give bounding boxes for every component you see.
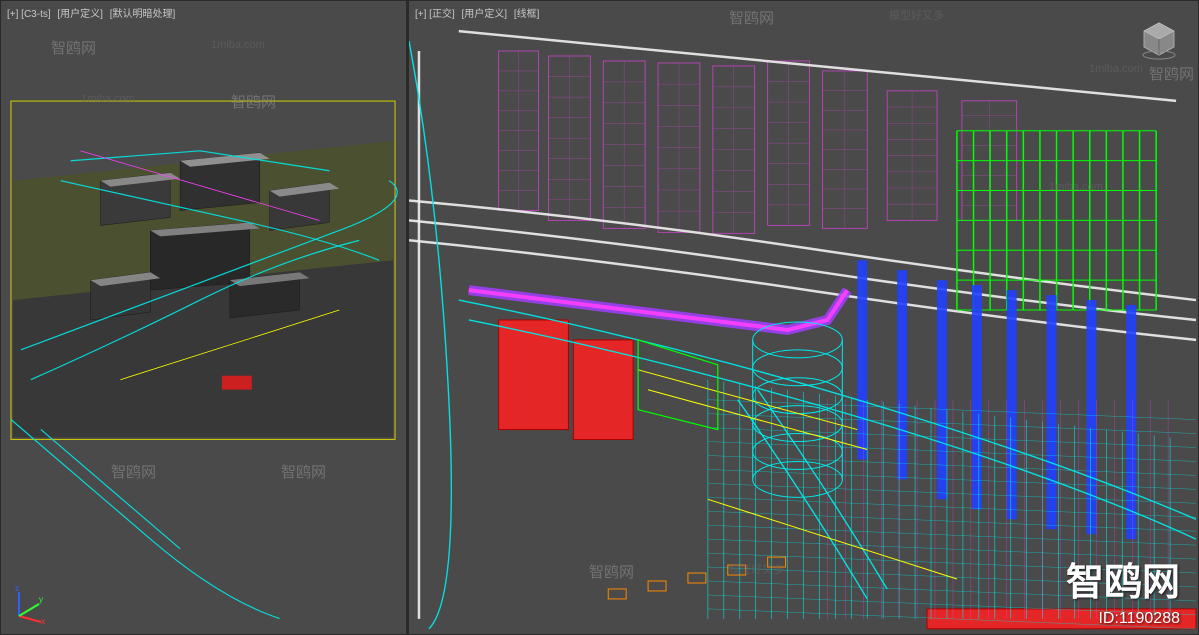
- svg-text:z: z: [15, 584, 19, 593]
- watermark-text: 1miba.com: [211, 39, 265, 51]
- viewport-ortho-wireframe[interactable]: [+] [正交] [用户定义] [线框] 智鸥网模型好又多1miba.com智鸥…: [407, 0, 1199, 635]
- viewport-menu-view[interactable]: [用户定义]: [462, 9, 508, 20]
- axis-gizmo-icon: z x y: [11, 584, 51, 624]
- viewport-menu-shading[interactable]: [线框]: [514, 9, 540, 20]
- watermark-text: 1miba.com: [81, 93, 135, 105]
- viewport-menu-shading[interactable]: [默认明暗处理]: [110, 9, 176, 20]
- watermark-text: 模型好又多: [889, 7, 944, 23]
- watermark-text: 智鸥网: [589, 561, 634, 582]
- viewport-menu-view[interactable]: [用户定义]: [57, 9, 103, 20]
- watermark-text: 智鸥网: [281, 461, 326, 482]
- watermark-text: 智鸥网: [1149, 63, 1194, 84]
- watermark-text: 1miba.com: [1089, 63, 1143, 75]
- watermark-text: 智鸥网: [51, 37, 96, 58]
- svg-text:x: x: [41, 617, 45, 624]
- viewport-menu-plus[interactable]: [+] [C3-ts]: [7, 9, 51, 20]
- watermark-text: 智鸥网: [729, 7, 774, 28]
- viewport-menu-plus[interactable]: [+] [正交]: [415, 9, 455, 20]
- viewport-camera-shaded[interactable]: [+] [C3-ts] [用户定义] [默认明暗处理] z x y 1miba.…: [0, 0, 407, 635]
- model-id-label: ID:1190288: [1098, 610, 1180, 628]
- watermark-text: 1miba.com: [1049, 181, 1103, 193]
- viewport-label-left[interactable]: [+] [C3-ts] [用户定义] [默认明暗处理]: [7, 5, 179, 20]
- left-scene-canvas[interactable]: [1, 1, 406, 634]
- brand-watermark-large: 智鸥网: [1066, 551, 1180, 606]
- watermark-text: 智鸥网: [111, 461, 156, 482]
- svg-text:y: y: [39, 595, 43, 604]
- right-scene-canvas[interactable]: [409, 1, 1198, 634]
- viewport-container: [+] [C3-ts] [用户定义] [默认明暗处理] z x y 1miba.…: [0, 0, 1199, 635]
- watermark-text: 智鸥网: [231, 91, 276, 112]
- watermark-text: 模型好又多: [729, 561, 784, 577]
- viewport-label-right[interactable]: [+] [正交] [用户定义] [线框]: [415, 5, 543, 20]
- viewcube-icon[interactable]: [1138, 19, 1180, 61]
